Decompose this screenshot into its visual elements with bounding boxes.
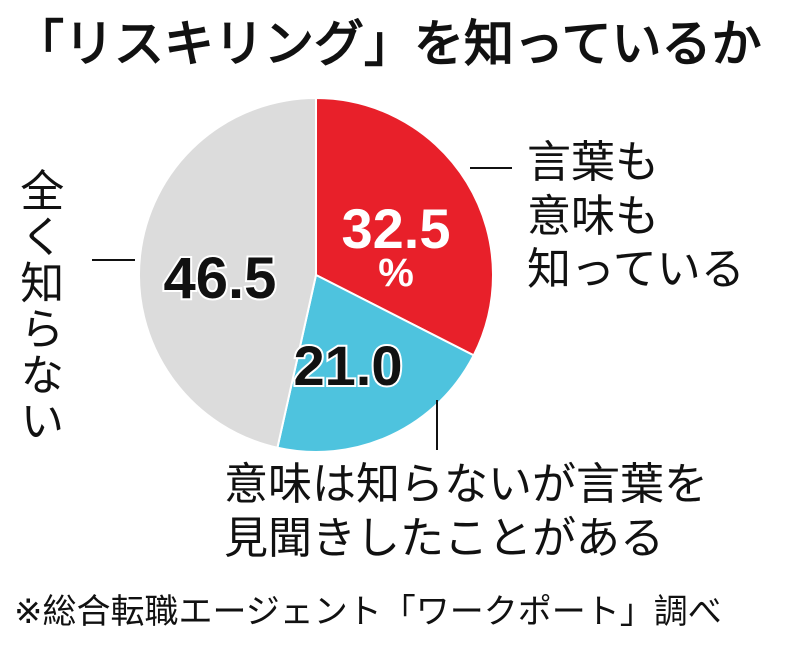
label-know-both: 言葉も 意味も 知っている xyxy=(527,137,745,296)
pie-slices xyxy=(138,96,494,453)
slice-value-1: 21.0 xyxy=(294,334,403,397)
slice-unit-0: % xyxy=(378,251,414,295)
source-note: ※総合転職エージェント「ワークポート」調べ xyxy=(14,592,722,632)
slice-value-2: 46.5 xyxy=(164,246,277,311)
chart-title: 「リスキリング」を知っているか xyxy=(14,15,762,73)
slice-value-labels: 32.5% 21.0 46.5 xyxy=(162,197,451,399)
pie-slice-0 xyxy=(315,96,494,357)
label-heard-only: 意味は知らないが言葉を 見聞きしたことがある xyxy=(224,459,708,564)
slice-value-0: 32.5 xyxy=(342,197,451,260)
pie-slice-2 xyxy=(138,96,317,449)
pie-slice-1 xyxy=(276,273,476,453)
label-not-know: 全く知らない xyxy=(12,168,64,444)
leader-lines xyxy=(92,167,512,450)
